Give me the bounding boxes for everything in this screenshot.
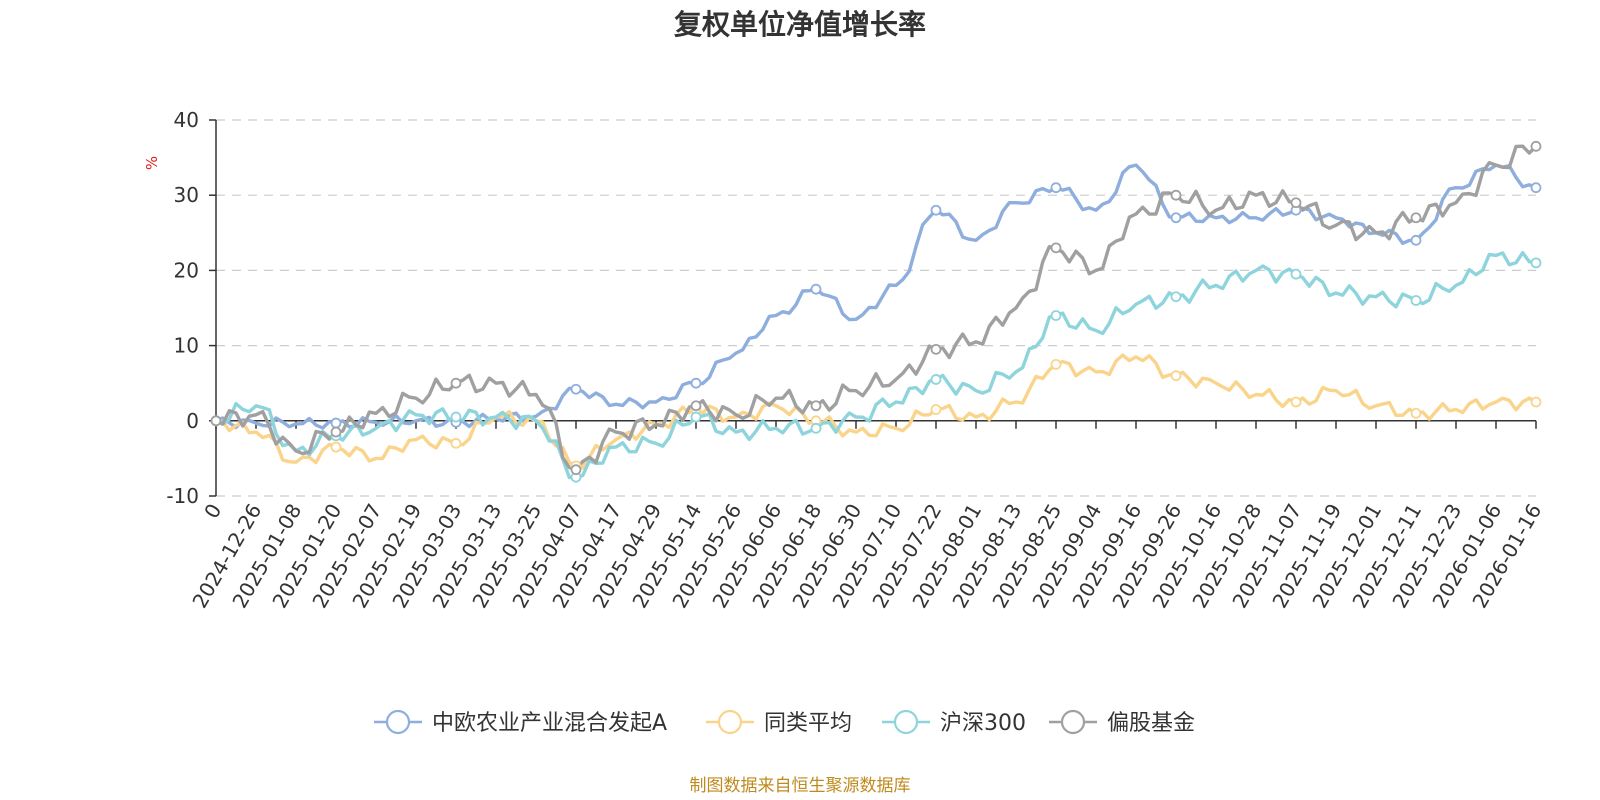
legend: 中欧农业产业混合发起A 同类平均 沪深300 偏股基金	[374, 709, 1195, 736]
data-point	[1050, 182, 1062, 194]
data-point	[1170, 370, 1182, 382]
data-point	[1050, 358, 1062, 370]
data-point	[1050, 310, 1062, 321]
data-point	[930, 343, 942, 355]
data-point	[330, 417, 342, 429]
data-point	[1410, 407, 1422, 419]
legend-swatch-marker	[1060, 709, 1086, 735]
data-point	[1170, 291, 1182, 303]
data-point	[690, 411, 702, 423]
data-point	[1530, 140, 1542, 152]
data-point	[450, 377, 462, 389]
data-point	[1530, 182, 1542, 194]
data-point	[1410, 212, 1422, 224]
data-point	[810, 283, 822, 295]
y-tick-label: 0	[186, 409, 199, 433]
data-point	[1290, 197, 1302, 209]
source-note: 制图数据来自恒生聚源数据库	[690, 776, 911, 796]
y-tick-labels: -10 0 10 20 30 40	[166, 108, 216, 508]
x-tick-label: 0	[199, 500, 226, 523]
axes	[215, 120, 1536, 496]
data-point	[450, 437, 462, 449]
data-point	[1290, 268, 1302, 280]
data-point	[450, 411, 462, 423]
gridlines	[216, 119, 1536, 497]
data-point	[930, 404, 942, 415]
data-point	[570, 383, 582, 395]
data-point	[210, 415, 222, 427]
data-point	[1530, 257, 1542, 269]
data-point	[570, 464, 582, 476]
data-point	[690, 400, 702, 412]
series-markers	[210, 140, 1542, 483]
x-tick-labels: 02024-12-262025-01-082025-01-202025-02-0…	[187, 420, 1546, 612]
data-point	[1170, 212, 1182, 224]
legend-item-label[interactable]: 同类平均	[764, 711, 852, 736]
series-line-2	[214, 251, 1538, 480]
data-point	[1530, 396, 1542, 408]
chart-title: 复权单位净值增长率	[674, 8, 926, 41]
series-line-3	[214, 144, 1538, 472]
data-point	[690, 377, 702, 389]
data-point	[1410, 234, 1422, 246]
data-point	[330, 441, 342, 453]
data-point	[810, 422, 822, 434]
series-line-1	[214, 353, 1538, 470]
legend-swatch-marker	[893, 709, 919, 735]
data-point	[330, 426, 342, 438]
legend-item-label[interactable]: 偏股基金	[1107, 711, 1195, 736]
legend-swatch-marker	[717, 709, 743, 735]
data-point	[810, 400, 822, 412]
y-tick-label: 20	[174, 258, 199, 282]
data-point	[1050, 242, 1062, 254]
y-tick-label: 10	[174, 334, 199, 358]
data-point	[1410, 295, 1422, 306]
data-point	[1290, 396, 1302, 408]
y-tick-label: -10	[166, 484, 199, 508]
legend-item-label[interactable]: 中欧农业产业混合发起A	[432, 711, 667, 736]
series-line-0	[214, 163, 1538, 430]
series-lines	[214, 144, 1538, 480]
y-axis-unit-label: %	[143, 156, 161, 170]
data-point	[1170, 189, 1182, 201]
y-tick-label: 30	[174, 183, 199, 207]
data-point	[930, 204, 942, 216]
y-tick-label: 40	[174, 108, 199, 132]
legend-item-label[interactable]: 沪深300	[940, 711, 1026, 736]
data-point	[930, 374, 942, 385]
legend-swatch-marker	[385, 709, 411, 735]
